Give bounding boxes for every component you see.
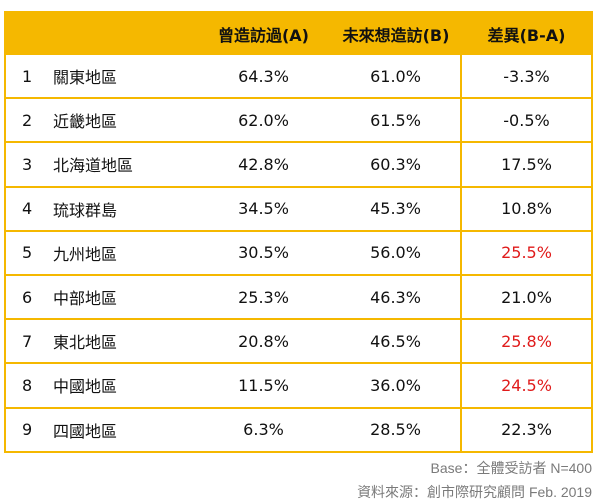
visited-value: 11.5% [196,363,331,409]
difference-value: -0.5% [460,98,593,144]
region-name: 琉球群島 [49,186,196,232]
visited-value: 30.5% [196,230,331,276]
table-row: 1 關東地區 64.3% 61.0% -3.3% [4,55,593,100]
table-body: 1 關東地區 64.3% 61.0% -3.3% 2 近畿地區 62.0% 61.5% -0.5%… [4,55,593,453]
region-name: 關東地區 [49,55,196,100]
want-to-visit-value: 56.0% [331,230,461,276]
header-difference: 差異(B-A) [460,11,593,55]
table-row: 4 琉球群島 34.5% 45.3% 10.8% [4,186,593,232]
want-to-visit-value: 36.0% [331,363,461,409]
difference-value: -3.3% [460,55,593,100]
region-name: 九州地區 [49,230,196,276]
table-row: 2 近畿地區 62.0% 61.5% -0.5% [4,98,593,144]
row-index: 7 [4,319,49,365]
table-header-row: 曾造訪過(A) 未來想造訪(B) 差異(B-A) [4,11,593,55]
region-name: 北海道地區 [49,142,196,188]
region-name: 東北地區 [49,319,196,365]
table-row: 9 四國地區 6.3% 28.5% 22.3% [4,407,593,453]
table-row: 7 東北地區 20.8% 46.5% 25.8% [4,319,593,365]
want-to-visit-value: 28.5% [331,407,461,453]
visited-value: 42.8% [196,142,331,188]
visited-value: 34.5% [196,186,331,232]
want-to-visit-value: 45.3% [331,186,461,232]
table-row: 6 中部地區 25.3% 46.3% 21.0% [4,274,593,321]
header-want-to-visit: 未來想造訪(B) [330,11,462,55]
want-to-visit-value: 46.3% [331,274,461,321]
difference-value: 24.5% [460,363,593,409]
survey-table: 曾造訪過(A) 未來想造訪(B) 差異(B-A) 1 關東地區 64.3% 61.0%… [4,11,593,453]
difference-value: 22.3% [460,407,593,453]
row-index: 6 [4,274,49,321]
header-index [4,11,50,55]
region-name: 近畿地區 [49,98,196,144]
row-index: 3 [4,142,49,188]
difference-value: 21.0% [460,274,593,321]
table-row: 3 北海道地區 42.8% 60.3% 17.5% [4,142,593,188]
difference-value: 17.5% [460,142,593,188]
footnote-base: Base：全體受訪者 N=400 [430,460,592,476]
visited-value: 62.0% [196,98,331,144]
region-name: 中部地區 [49,274,196,321]
want-to-visit-value: 46.5% [331,319,461,365]
header-visited: 曾造訪過(A) [195,11,332,55]
row-index: 1 [4,55,49,100]
difference-value: 25.8% [460,319,593,365]
row-index: 9 [4,407,49,453]
visited-value: 64.3% [196,55,331,100]
difference-value: 10.8% [460,186,593,232]
visited-value: 25.3% [196,274,331,321]
row-index: 8 [4,363,49,409]
row-index: 2 [4,98,49,144]
want-to-visit-value: 61.0% [331,55,461,100]
region-name: 中國地區 [49,363,196,409]
visited-value: 20.8% [196,319,331,365]
footnote-source: 資料來源：創市際研究顧問 Feb. 2019 [357,484,592,500]
table-row: 8 中國地區 11.5% 36.0% 24.5% [4,363,593,409]
difference-value: 25.5% [460,230,593,276]
want-to-visit-value: 61.5% [331,98,461,144]
want-to-visit-value: 60.3% [331,142,461,188]
table-row: 5 九州地區 30.5% 56.0% 25.5% [4,230,593,276]
visited-value: 6.3% [196,407,331,453]
row-index: 4 [4,186,49,232]
row-index: 5 [4,230,49,276]
region-name: 四國地區 [49,407,196,453]
header-region [48,11,197,55]
